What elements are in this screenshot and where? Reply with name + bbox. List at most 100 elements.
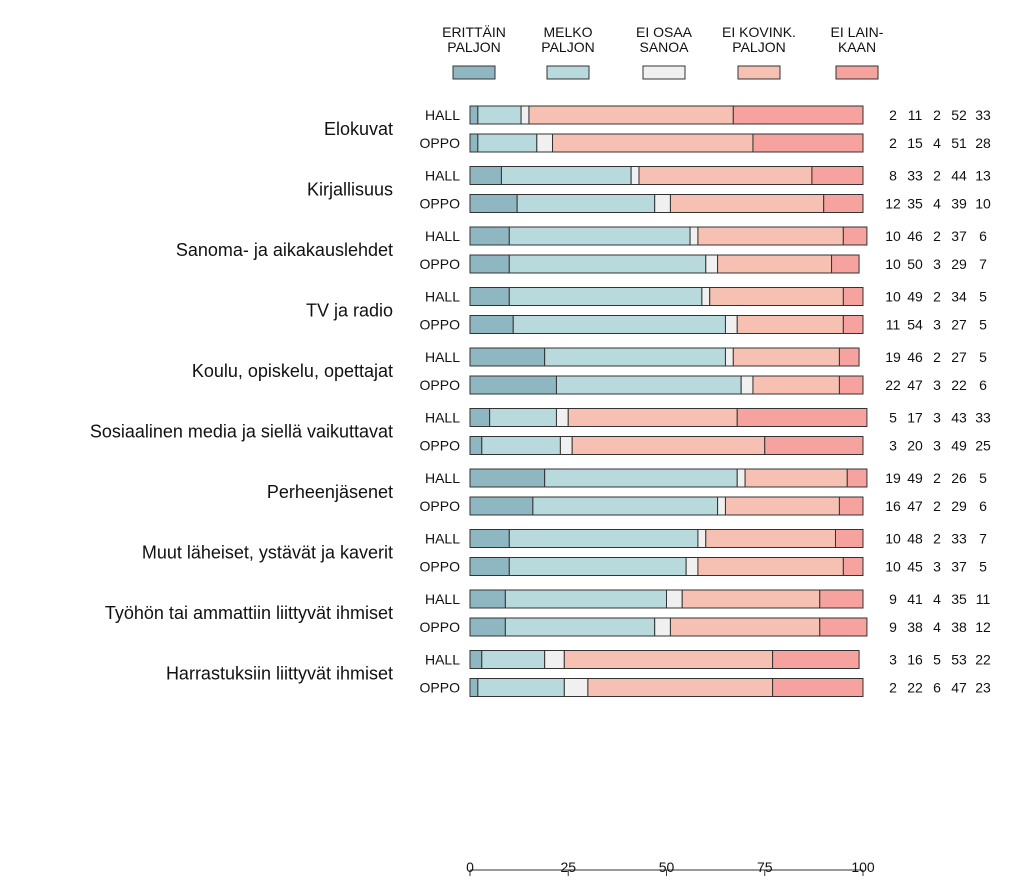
bar-segment bbox=[736, 468, 746, 488]
bar-segment bbox=[469, 375, 557, 395]
data-label: 23 bbox=[975, 680, 991, 696]
data-label: 25 bbox=[975, 438, 991, 454]
data-label: 7 bbox=[979, 256, 987, 272]
data-label: 46 bbox=[907, 228, 923, 244]
category-label: Sanoma- ja aikakauslehdet bbox=[176, 240, 393, 260]
bar-segment bbox=[469, 226, 510, 246]
group-label: OPPO bbox=[420, 680, 461, 696]
bar-segment bbox=[520, 105, 530, 125]
x-axis-tick-label: 75 bbox=[757, 859, 773, 875]
data-label: 33 bbox=[975, 410, 991, 426]
data-label: 51 bbox=[951, 135, 967, 151]
data-label: 10 bbox=[885, 289, 901, 305]
bar-segment bbox=[469, 436, 483, 455]
legend-swatch-4 bbox=[835, 65, 879, 80]
data-label: 8 bbox=[889, 168, 897, 184]
bar-segment bbox=[559, 436, 573, 455]
bar-segment bbox=[563, 678, 589, 697]
bar-segment bbox=[705, 254, 719, 274]
bar-segment bbox=[701, 287, 711, 306]
data-label: 3 bbox=[933, 256, 941, 272]
bar-segment bbox=[834, 529, 864, 548]
category-label: Koulu, opiskelu, opettajat bbox=[192, 361, 393, 381]
bar-segment bbox=[469, 496, 534, 516]
data-label: 12 bbox=[975, 619, 991, 635]
bar-segment bbox=[469, 678, 479, 697]
bar-segment bbox=[567, 408, 738, 427]
data-label: 5 bbox=[979, 470, 987, 486]
group-label: HALL bbox=[425, 652, 460, 668]
bar-segment bbox=[669, 617, 821, 637]
data-label: 53 bbox=[951, 652, 967, 668]
data-label: 2 bbox=[933, 531, 941, 547]
bar-segment bbox=[717, 496, 726, 516]
data-label: 15 bbox=[907, 135, 923, 151]
data-label: 2 bbox=[933, 498, 941, 514]
bar-segment bbox=[544, 468, 738, 488]
group-label: OPPO bbox=[420, 317, 461, 333]
category-label: TV ja radio bbox=[306, 301, 393, 321]
data-label: 16 bbox=[885, 498, 901, 514]
data-label: 7 bbox=[979, 531, 987, 547]
bar-segment bbox=[724, 496, 840, 516]
data-label: 38 bbox=[951, 619, 967, 635]
data-label: 20 bbox=[907, 438, 923, 454]
data-label: 10 bbox=[885, 256, 901, 272]
bar-segment bbox=[528, 105, 734, 125]
group-label: HALL bbox=[425, 531, 460, 547]
x-axis-tick-label: 100 bbox=[851, 859, 875, 875]
legend-label-line2-1: PALJON bbox=[541, 39, 594, 55]
data-label: 5 bbox=[933, 652, 941, 668]
data-label: 46 bbox=[907, 349, 923, 365]
bar-segment bbox=[469, 347, 546, 367]
category-label: Kirjallisuus bbox=[307, 180, 393, 200]
bar-segment bbox=[842, 557, 864, 576]
bar-segment bbox=[544, 650, 565, 669]
legend-label-line1-4: EI LAIN- bbox=[831, 24, 884, 40]
data-label: 33 bbox=[951, 531, 967, 547]
group-label: OPPO bbox=[420, 135, 461, 151]
data-label: 39 bbox=[951, 196, 967, 212]
category-label: Perheenjäsenet bbox=[267, 482, 393, 502]
data-label: 19 bbox=[885, 349, 901, 365]
bar-segment bbox=[477, 105, 522, 125]
data-label: 4 bbox=[933, 619, 941, 635]
bar-segment bbox=[481, 650, 546, 669]
bar-segment bbox=[532, 496, 719, 516]
data-label: 22 bbox=[975, 652, 991, 668]
data-label: 38 bbox=[907, 619, 923, 635]
data-label: 44 bbox=[951, 168, 967, 184]
bar-segment bbox=[697, 226, 844, 246]
data-label: 17 bbox=[907, 410, 923, 426]
legend-swatch-2 bbox=[642, 65, 686, 80]
bar-segment bbox=[724, 315, 738, 334]
bar-segment bbox=[654, 194, 671, 213]
category-label: Työhön tai ammattiin liittyvät ihmiset bbox=[105, 603, 393, 623]
data-label: 5 bbox=[979, 289, 987, 305]
bar-segment bbox=[500, 166, 632, 185]
data-label: 3 bbox=[889, 652, 897, 668]
bar-segment bbox=[764, 436, 864, 455]
bar-segment bbox=[669, 194, 825, 213]
x-axis-tick-label: 25 bbox=[560, 859, 576, 875]
data-label: 2 bbox=[933, 168, 941, 184]
data-label: 2 bbox=[933, 470, 941, 486]
data-label: 5 bbox=[889, 410, 897, 426]
data-label: 5 bbox=[979, 317, 987, 333]
bar-segment bbox=[469, 133, 479, 153]
data-label: 12 bbox=[885, 196, 901, 212]
data-label: 3 bbox=[933, 559, 941, 575]
bar-segment bbox=[823, 194, 864, 213]
legend-label-line1-2: EI OSAA bbox=[636, 24, 693, 40]
bar-segment bbox=[552, 133, 754, 153]
data-label: 3 bbox=[889, 438, 897, 454]
category-label: Harrastuksiin liittyvät ihmiset bbox=[166, 664, 393, 684]
legend-label-line2-4: KAAN bbox=[838, 39, 876, 55]
bar-segment bbox=[536, 133, 554, 153]
bar-segment bbox=[724, 347, 734, 367]
data-label: 29 bbox=[951, 256, 967, 272]
bar-segment bbox=[508, 226, 691, 246]
data-label: 3 bbox=[933, 438, 941, 454]
bar-segment bbox=[689, 226, 699, 246]
data-label: 11 bbox=[886, 317, 901, 333]
